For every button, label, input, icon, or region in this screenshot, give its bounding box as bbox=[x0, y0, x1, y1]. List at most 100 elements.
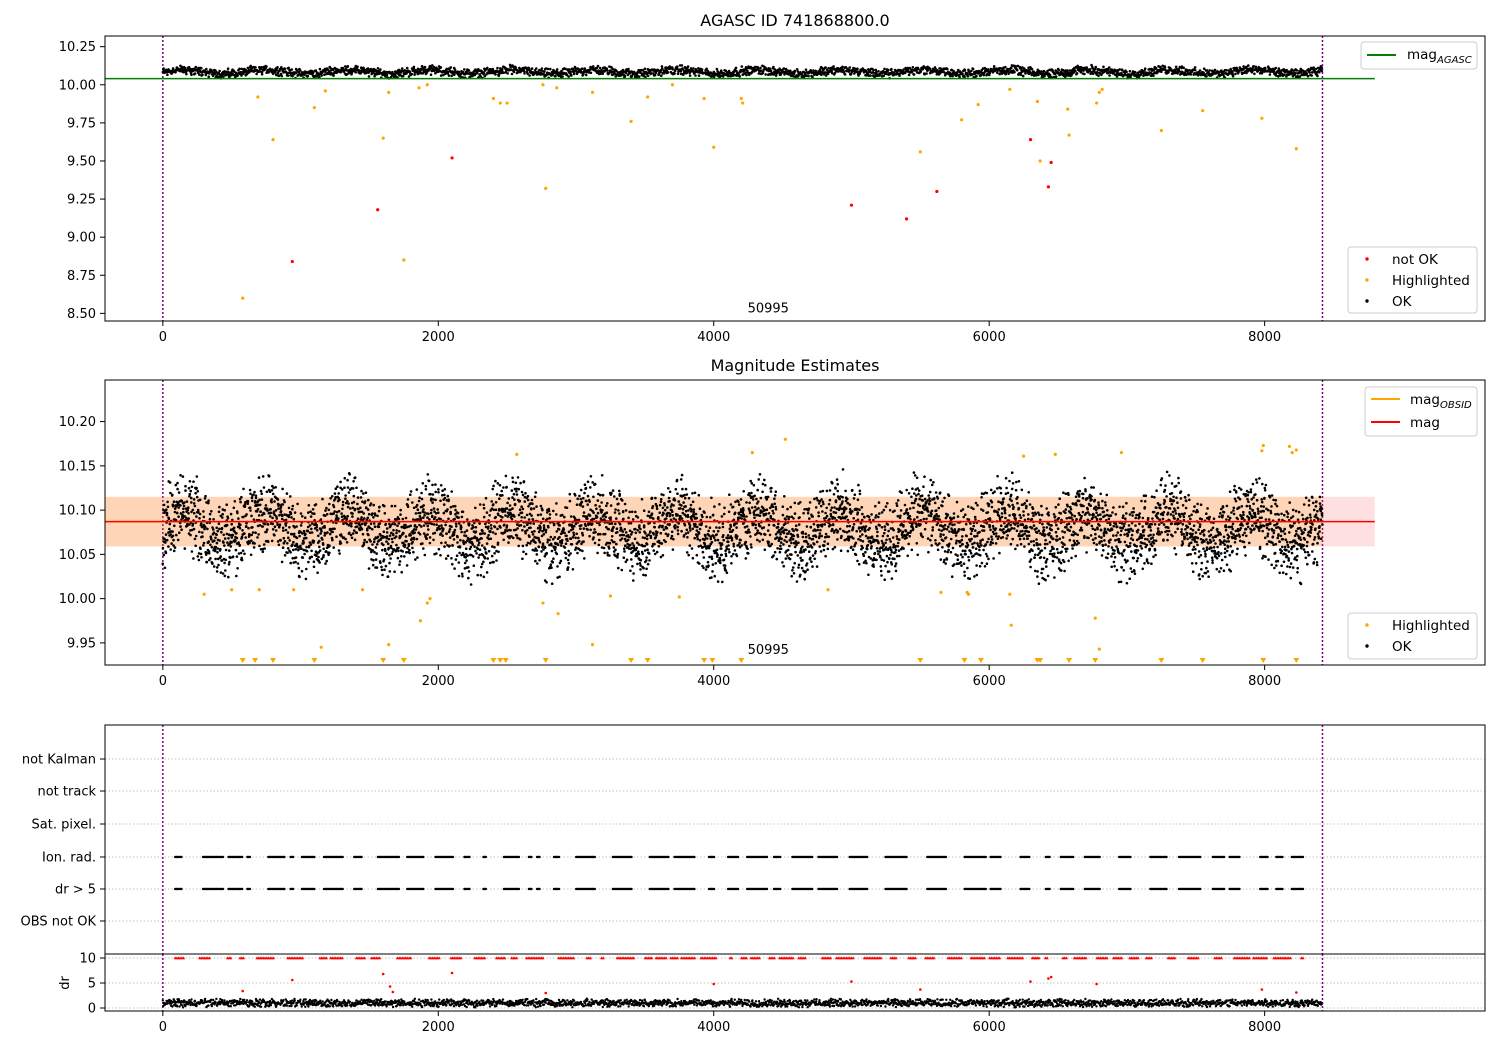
ok-point bbox=[448, 536, 452, 539]
ok-point bbox=[676, 67, 679, 71]
ok-point bbox=[352, 494, 356, 498]
ok-point bbox=[427, 512, 430, 516]
ok-point bbox=[292, 517, 296, 521]
ok-point bbox=[485, 542, 489, 545]
ok-point bbox=[563, 515, 566, 519]
ok-point bbox=[360, 516, 363, 519]
ok-point bbox=[459, 538, 462, 542]
ok-point bbox=[904, 67, 907, 71]
ok-point bbox=[346, 65, 350, 68]
ok-point bbox=[163, 566, 167, 570]
ok-point bbox=[294, 560, 297, 564]
ok-point bbox=[1268, 73, 1272, 76]
ok-point bbox=[511, 496, 514, 499]
ok-point bbox=[254, 496, 258, 500]
ok-point bbox=[360, 489, 363, 493]
ok-point bbox=[358, 523, 362, 527]
ok-point bbox=[662, 512, 665, 515]
ok-point bbox=[617, 566, 620, 570]
ok-point bbox=[266, 523, 270, 526]
ok-point bbox=[274, 486, 278, 489]
ok-point bbox=[443, 545, 446, 548]
ok-point bbox=[453, 528, 457, 532]
ok-point bbox=[418, 511, 422, 515]
ok-point bbox=[539, 504, 543, 508]
ok-point bbox=[431, 483, 434, 487]
ok-point bbox=[613, 511, 617, 514]
ok-point bbox=[265, 65, 268, 68]
ok-point bbox=[582, 496, 585, 500]
ok-point bbox=[380, 568, 384, 572]
ok-point bbox=[433, 531, 437, 535]
ok-point bbox=[295, 536, 299, 540]
ok-point bbox=[439, 484, 443, 487]
ok-point bbox=[430, 66, 433, 69]
ok-point bbox=[580, 67, 584, 70]
ok-point bbox=[504, 514, 507, 517]
ok-point bbox=[629, 569, 632, 572]
ok-point bbox=[167, 545, 170, 548]
ok-point bbox=[548, 538, 551, 542]
ok-point bbox=[346, 505, 350, 509]
ok-point bbox=[377, 525, 381, 529]
ok-point bbox=[465, 559, 468, 562]
ok-point bbox=[318, 539, 321, 543]
ok-point bbox=[369, 502, 373, 505]
ok-point bbox=[667, 533, 670, 536]
ok-point bbox=[312, 560, 316, 563]
ok-point bbox=[351, 487, 355, 490]
ok-point bbox=[501, 516, 504, 519]
ok-point bbox=[241, 549, 245, 552]
ok-point bbox=[275, 517, 279, 520]
ok-point bbox=[409, 524, 413, 528]
not-ok-point bbox=[290, 259, 294, 264]
ok-point bbox=[529, 526, 532, 529]
ok-point bbox=[627, 516, 630, 520]
ok-point bbox=[381, 548, 384, 552]
ok-point bbox=[573, 517, 577, 520]
ok-point bbox=[299, 524, 303, 527]
ok-point bbox=[443, 496, 447, 500]
ok-point bbox=[526, 494, 530, 498]
y-tick-label: 9.25 bbox=[67, 193, 96, 208]
ok-point bbox=[216, 529, 219, 533]
ok-point bbox=[168, 522, 172, 526]
ok-point bbox=[530, 498, 534, 502]
ok-point bbox=[818, 68, 822, 71]
ok-point bbox=[441, 534, 444, 537]
ok-point bbox=[224, 569, 227, 572]
ok-point bbox=[321, 543, 325, 546]
ok-point bbox=[621, 499, 624, 502]
highlighted-point bbox=[387, 90, 391, 94]
ok-point bbox=[688, 74, 692, 77]
ok-point bbox=[411, 501, 414, 504]
ok-point bbox=[1253, 72, 1256, 76]
ok-point bbox=[1094, 65, 1098, 69]
x-tick-label: 6000 bbox=[973, 330, 1006, 345]
ok-point bbox=[1310, 74, 1313, 77]
ok-point bbox=[546, 541, 549, 544]
ok-point bbox=[287, 66, 291, 70]
ok-point bbox=[478, 522, 481, 525]
ok-point bbox=[305, 71, 308, 75]
ok-point bbox=[196, 71, 200, 74]
ok-point bbox=[487, 549, 491, 553]
ok-point bbox=[239, 523, 242, 527]
ok-point bbox=[477, 543, 480, 547]
ok-point bbox=[318, 561, 321, 564]
ok-point bbox=[188, 480, 192, 483]
ok-point bbox=[620, 537, 624, 540]
ok-point bbox=[659, 531, 663, 535]
ok-point bbox=[375, 543, 379, 546]
ok-point bbox=[183, 501, 186, 504]
ok-point bbox=[280, 517, 284, 521]
ok-point bbox=[168, 481, 172, 484]
ok-point bbox=[372, 558, 375, 562]
ok-point bbox=[646, 562, 650, 566]
ok-point bbox=[338, 498, 341, 502]
ok-point bbox=[1264, 66, 1267, 70]
ok-point bbox=[630, 530, 634, 534]
ok-point bbox=[939, 67, 942, 70]
ok-point bbox=[486, 557, 490, 560]
ok-point bbox=[623, 528, 627, 531]
